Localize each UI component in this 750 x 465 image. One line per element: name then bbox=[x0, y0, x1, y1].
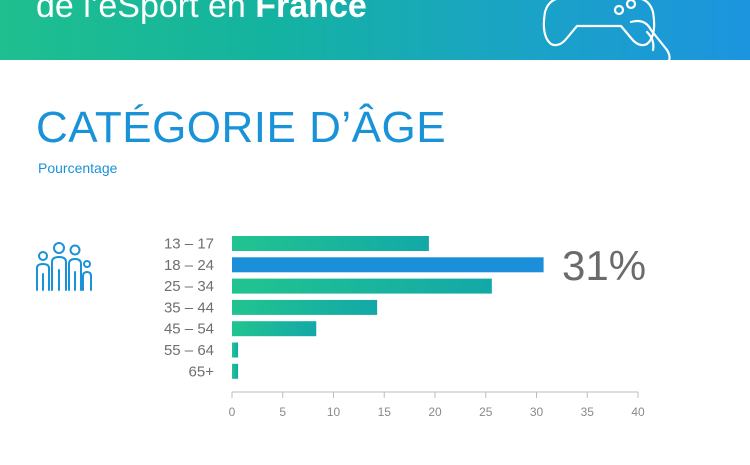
category-label: 65+ bbox=[189, 363, 215, 380]
section-title: CATÉGORIE D’ÂGE bbox=[36, 103, 447, 152]
bar-3 bbox=[232, 299, 378, 315]
banner-title: de l’eSport en France bbox=[36, 0, 367, 26]
category-label: 25 – 34 bbox=[164, 278, 214, 295]
x-tick-label: 15 bbox=[378, 405, 392, 419]
gamepad-hand-icon bbox=[542, 0, 671, 60]
x-tick-label: 5 bbox=[279, 405, 286, 419]
banner-title-bold: France bbox=[255, 0, 367, 25]
x-tick-label: 10 bbox=[327, 405, 341, 419]
chart-subtitle: Pourcentage bbox=[38, 160, 118, 176]
x-tick-label: 0 bbox=[229, 405, 236, 419]
category-label: 55 – 64 bbox=[164, 342, 214, 359]
header-banner: de l’eSport en France bbox=[0, 0, 750, 60]
bar-6 bbox=[232, 363, 239, 379]
x-tick-label: 35 bbox=[581, 405, 595, 419]
bar-4 bbox=[232, 321, 317, 337]
banner-title-prefix: de l’eSport en bbox=[36, 0, 256, 25]
x-tick-label: 40 bbox=[631, 405, 645, 419]
bar-0 bbox=[232, 236, 429, 251]
bar-5 bbox=[232, 342, 239, 358]
category-label: 45 – 54 bbox=[164, 321, 214, 338]
bar-2 bbox=[232, 278, 492, 294]
highlight-value-label: 31% bbox=[562, 242, 646, 289]
x-tick-label: 30 bbox=[530, 405, 544, 419]
x-tick-label: 25 bbox=[479, 405, 493, 419]
category-label: 35 – 44 bbox=[164, 299, 214, 316]
category-label: 13 – 17 bbox=[164, 236, 214, 253]
x-tick-label: 20 bbox=[428, 405, 442, 419]
category-label: 18 – 24 bbox=[164, 257, 214, 274]
bar-1 bbox=[232, 257, 544, 273]
family-group-icon bbox=[36, 242, 92, 291]
